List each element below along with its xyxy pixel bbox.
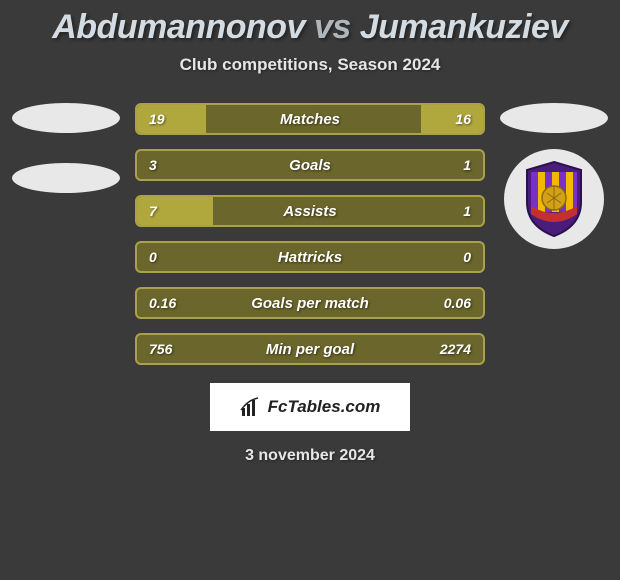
stat-label: Hattricks <box>278 249 342 266</box>
subtitle: Club competitions, Season 2024 <box>0 55 620 75</box>
stat-row: 0 Hattricks 0 <box>135 241 485 273</box>
stat-value-left: 0 <box>149 249 157 265</box>
snapshot-date: 3 november 2024 <box>0 447 620 465</box>
vs-separator: vs <box>314 8 351 46</box>
comparison-container: Abdumannonov vs Jumankuziev Club competi… <box>0 0 620 465</box>
stat-label: Matches <box>280 111 340 128</box>
stat-value-right: 0 <box>463 249 471 265</box>
placeholder-ellipse <box>12 103 120 133</box>
stat-label: Assists <box>283 203 336 220</box>
player-right-name: Jumankuziev <box>360 8 568 46</box>
stat-value-left: 756 <box>149 341 172 357</box>
stat-label: Min per goal <box>266 341 354 358</box>
branding-banner: FcTables.com <box>210 383 410 431</box>
stat-label: Goals <box>289 157 331 174</box>
stat-fill-right <box>421 105 483 133</box>
content-row: 19 Matches 16 3 Goals 1 7 Assists 1 0 Hattricks 0 0.… <box>0 103 620 365</box>
comparison-title: Abdumannonov vs Jumankuziev <box>0 8 620 47</box>
right-side-column <box>499 103 609 249</box>
left-side-column <box>11 103 121 193</box>
shield-icon <box>521 160 587 238</box>
stat-value-left: 0.16 <box>149 295 176 311</box>
stat-value-left: 3 <box>149 157 157 173</box>
placeholder-ellipse <box>500 103 608 133</box>
stat-value-left: 7 <box>149 203 157 219</box>
stat-row: 19 Matches 16 <box>135 103 485 135</box>
stat-label: Goals per match <box>251 295 369 312</box>
stat-value-right: 1 <box>463 157 471 173</box>
stat-value-left: 19 <box>149 111 165 127</box>
club-badge <box>504 149 604 249</box>
placeholder-ellipse <box>12 163 120 193</box>
stat-row: 756 Min per goal 2274 <box>135 333 485 365</box>
stat-row: 0.16 Goals per match 0.06 <box>135 287 485 319</box>
stat-value-right: 2274 <box>440 341 471 357</box>
stat-value-right: 16 <box>455 111 471 127</box>
chart-icon <box>240 396 262 418</box>
stat-row: 3 Goals 1 <box>135 149 485 181</box>
stat-fill-left <box>137 105 206 133</box>
branding-text: FcTables.com <box>268 397 381 417</box>
stats-column: 19 Matches 16 3 Goals 1 7 Assists 1 0 Hattricks 0 0.… <box>135 103 485 365</box>
stat-value-right: 0.06 <box>444 295 471 311</box>
stat-value-right: 1 <box>463 203 471 219</box>
player-left-name: Abdumannonov <box>52 8 305 46</box>
stat-row: 7 Assists 1 <box>135 195 485 227</box>
